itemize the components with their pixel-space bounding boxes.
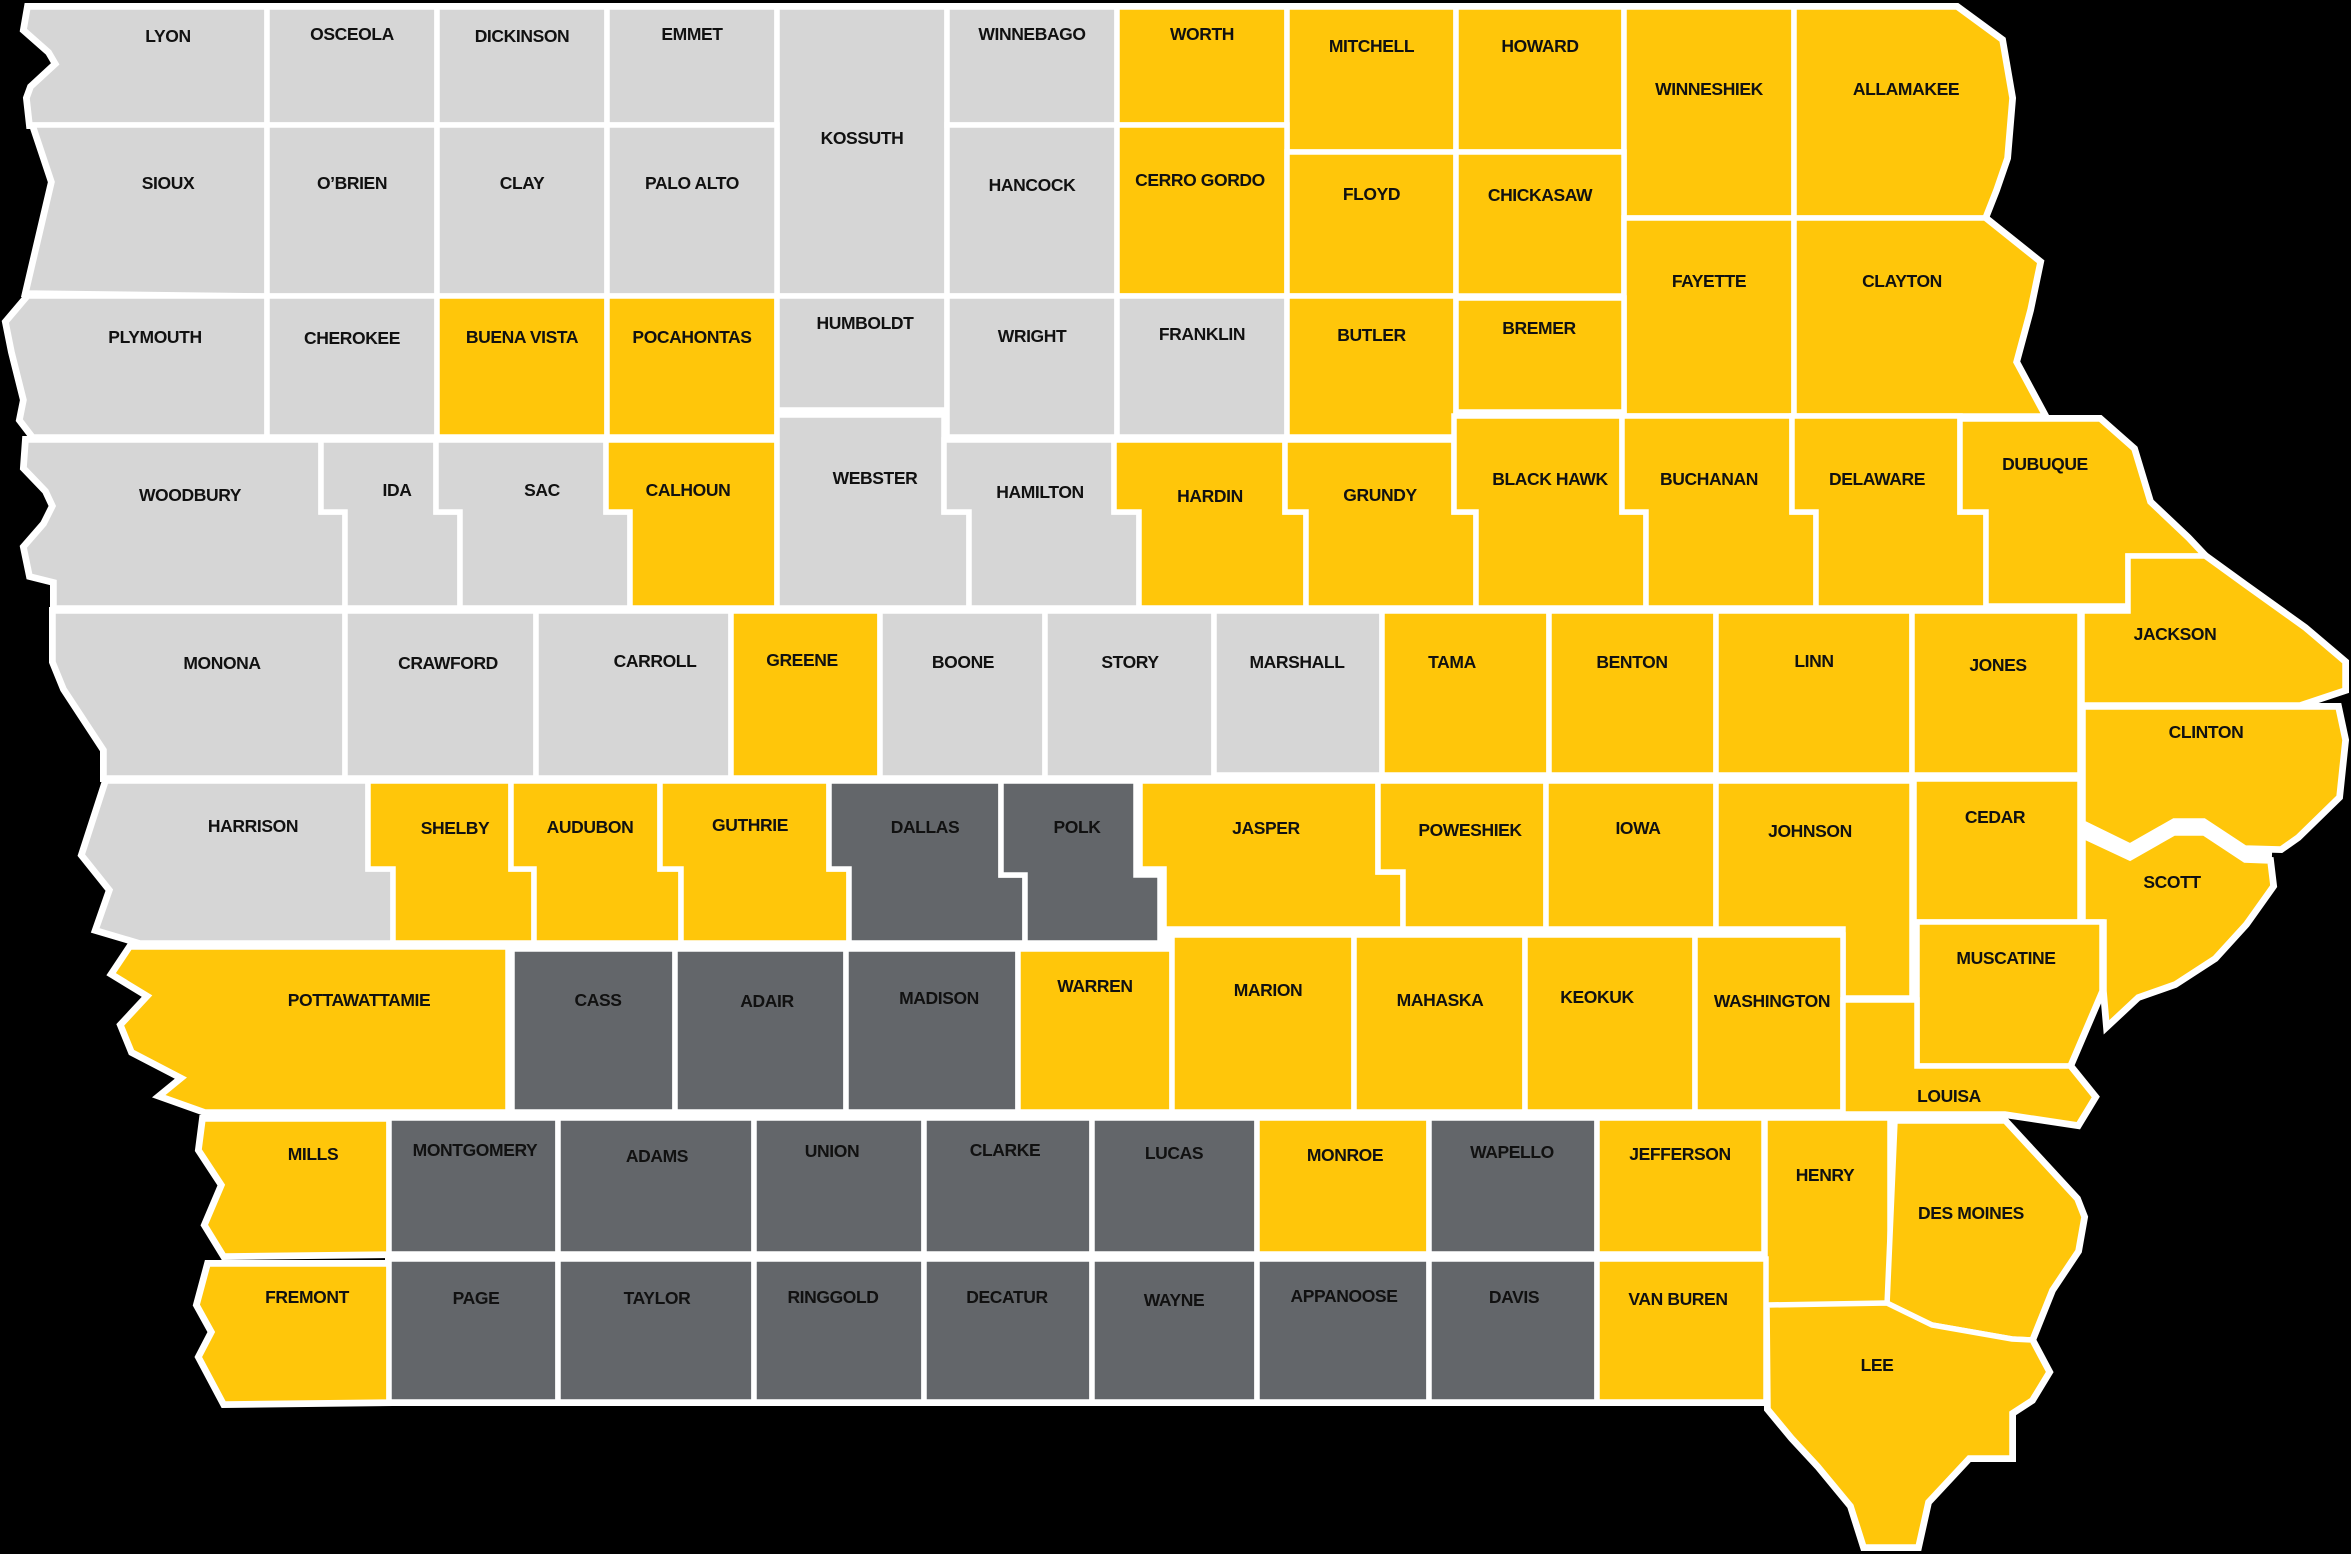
svg-text:APPANOOSE: APPANOOSE [1291,1286,1398,1306]
svg-text:WORTH: WORTH [1170,24,1234,44]
svg-text:IDA: IDA [383,480,413,500]
svg-text:CEDAR: CEDAR [1965,807,2026,827]
svg-text:POLK: POLK [1053,817,1101,837]
svg-text:WAPELLO: WAPELLO [1470,1142,1554,1162]
svg-text:CRAWFORD: CRAWFORD [398,653,498,673]
svg-text:HOWARD: HOWARD [1501,36,1578,56]
svg-text:KOSSUTH: KOSSUTH [821,128,904,148]
svg-text:LYON: LYON [145,26,190,46]
svg-text:WEBSTER: WEBSTER [833,468,918,488]
svg-text:PLYMOUTH: PLYMOUTH [108,327,201,347]
svg-text:JEFFERSON: JEFFERSON [1629,1144,1730,1164]
svg-text:HUMBOLDT: HUMBOLDT [817,313,915,333]
svg-text:HARRISON: HARRISON [208,816,298,836]
svg-text:SCOTT: SCOTT [2143,872,2201,892]
svg-text:VAN BUREN: VAN BUREN [1628,1289,1727,1309]
svg-text:SAC: SAC [524,480,561,500]
svg-text:EMMET: EMMET [661,24,723,44]
svg-text:MAHASKA: MAHASKA [1397,990,1484,1010]
svg-text:AUDUBON: AUDUBON [547,817,634,837]
svg-text:IOWA: IOWA [1615,818,1661,838]
svg-text:FREMONT: FREMONT [265,1287,349,1307]
svg-text:CERRO GORDO: CERRO GORDO [1135,170,1265,190]
svg-text:TAYLOR: TAYLOR [624,1288,691,1308]
svg-text:STORY: STORY [1101,652,1159,672]
svg-text:UNION: UNION [805,1141,859,1161]
svg-text:DELAWARE: DELAWARE [1829,469,1925,489]
svg-text:JONES: JONES [1969,655,2026,675]
svg-text:CLAY: CLAY [500,173,545,193]
svg-text:RINGGOLD: RINGGOLD [787,1287,878,1307]
svg-text:JACKSON: JACKSON [2134,624,2217,644]
svg-text:SIOUX: SIOUX [142,173,195,193]
svg-text:BLACK HAWK: BLACK HAWK [1492,469,1608,489]
svg-text:LUCAS: LUCAS [1145,1143,1203,1163]
svg-text:CALHOUN: CALHOUN [646,480,731,500]
svg-text:GRUNDY: GRUNDY [1343,485,1417,505]
svg-text:CLARKE: CLARKE [970,1140,1041,1160]
svg-text:DUBUQUE: DUBUQUE [2002,454,2088,474]
svg-text:FAYETTE: FAYETTE [1672,271,1746,291]
svg-text:BUENA VISTA: BUENA VISTA [466,327,579,347]
svg-text:MITCHELL: MITCHELL [1329,36,1415,56]
svg-text:DICKINSON: DICKINSON [475,26,570,46]
svg-text:POTTAWATTAMIE: POTTAWATTAMIE [288,990,431,1010]
svg-text:BUTLER: BUTLER [1337,325,1406,345]
svg-text:CASS: CASS [574,990,621,1010]
svg-text:ADAMS: ADAMS [626,1146,688,1166]
svg-text:DALLAS: DALLAS [891,817,960,837]
svg-text:MONONA: MONONA [183,653,261,673]
svg-text:LEE: LEE [1861,1355,1894,1375]
svg-text:DES MOINES: DES MOINES [1918,1203,2024,1223]
svg-text:MONROE: MONROE [1307,1145,1383,1165]
svg-text:CLAYTON: CLAYTON [1862,271,1942,291]
svg-text:DAVIS: DAVIS [1489,1287,1539,1307]
svg-text:OSCEOLA: OSCEOLA [310,24,394,44]
svg-text:KEOKUK: KEOKUK [1560,987,1634,1007]
svg-text:JOHNSON: JOHNSON [1768,821,1852,841]
svg-text:FLOYD: FLOYD [1343,184,1400,204]
svg-text:HARDIN: HARDIN [1177,486,1243,506]
svg-text:ALLAMAKEE: ALLAMAKEE [1853,79,1959,99]
svg-text:WINNEBAGO: WINNEBAGO [978,24,1085,44]
svg-text:WAYNE: WAYNE [1144,1290,1205,1310]
svg-text:ADAIR: ADAIR [740,991,794,1011]
svg-text:WINNESHIEK: WINNESHIEK [1655,79,1764,99]
svg-text:SHELBY: SHELBY [421,818,490,838]
svg-text:TAMA: TAMA [1428,652,1476,672]
svg-text:HANCOCK: HANCOCK [989,175,1076,195]
svg-text:GREENE: GREENE [766,650,838,670]
svg-text:MADISON: MADISON [899,988,979,1008]
svg-text:WRIGHT: WRIGHT [998,326,1067,346]
svg-text:DECATUR: DECATUR [966,1287,1048,1307]
svg-text:POCAHONTAS: POCAHONTAS [632,327,751,347]
svg-text:CHICKASAW: CHICKASAW [1488,185,1593,205]
svg-text:CHEROKEE: CHEROKEE [304,328,400,348]
svg-text:BREMER: BREMER [1502,318,1576,338]
svg-text:LOUISA: LOUISA [1917,1086,1981,1106]
svg-text:GUTHRIE: GUTHRIE [712,815,788,835]
svg-text:WOODBURY: WOODBURY [139,485,242,505]
svg-text:MARION: MARION [1234,980,1303,1000]
svg-text:BENTON: BENTON [1596,652,1667,672]
svg-text:POWESHIEK: POWESHIEK [1418,820,1522,840]
svg-text:HENRY: HENRY [1796,1165,1855,1185]
svg-text:O’BRIEN: O’BRIEN [317,173,387,193]
svg-text:BOONE: BOONE [932,652,994,672]
svg-text:MILLS: MILLS [288,1144,339,1164]
svg-text:MARSHALL: MARSHALL [1250,652,1346,672]
svg-text:CLINTON: CLINTON [2169,722,2244,742]
svg-text:PAGE: PAGE [453,1288,500,1308]
svg-text:WASHINGTON: WASHINGTON [1714,991,1830,1011]
svg-text:MUSCATINE: MUSCATINE [1956,948,2055,968]
svg-text:CARROLL: CARROLL [614,651,697,671]
svg-text:HAMILTON: HAMILTON [996,482,1084,502]
svg-text:WARREN: WARREN [1057,976,1132,996]
svg-text:MONTGOMERY: MONTGOMERY [413,1140,538,1160]
svg-text:LINN: LINN [1794,651,1833,671]
svg-text:PALO ALTO: PALO ALTO [645,173,739,193]
svg-text:BUCHANAN: BUCHANAN [1660,469,1758,489]
svg-text:JASPER: JASPER [1232,818,1300,838]
svg-text:FRANKLIN: FRANKLIN [1159,324,1245,344]
